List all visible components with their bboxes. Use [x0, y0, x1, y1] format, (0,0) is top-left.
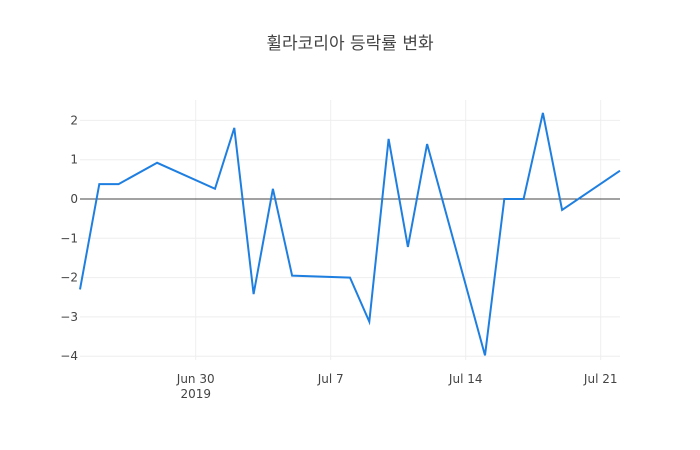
- x-tick-label: Jul 21: [583, 372, 618, 386]
- y-tick-label: 2: [70, 113, 78, 127]
- y-tick-label: 0: [70, 192, 78, 206]
- y-tick-label: −1: [60, 231, 78, 245]
- y-tick-label: −2: [60, 271, 78, 285]
- gridlines: [80, 100, 620, 360]
- x-tick-year-label: 2019: [180, 387, 211, 401]
- y-tick-label: 1: [70, 153, 78, 167]
- series-line: [79, 112, 621, 356]
- x-tick-label: Jul 7: [317, 372, 344, 386]
- x-tick-label: Jul 14: [448, 372, 483, 386]
- chart-title: 휠라코리아 등락률 변화: [266, 34, 434, 54]
- x-tick-label: Jun 30: [176, 372, 215, 386]
- y-tick-label: −3: [60, 310, 78, 324]
- y-axis-ticks: 2 1 0 −1 −2 −3 −4: [60, 113, 78, 363]
- y-tick-label: −4: [60, 349, 78, 363]
